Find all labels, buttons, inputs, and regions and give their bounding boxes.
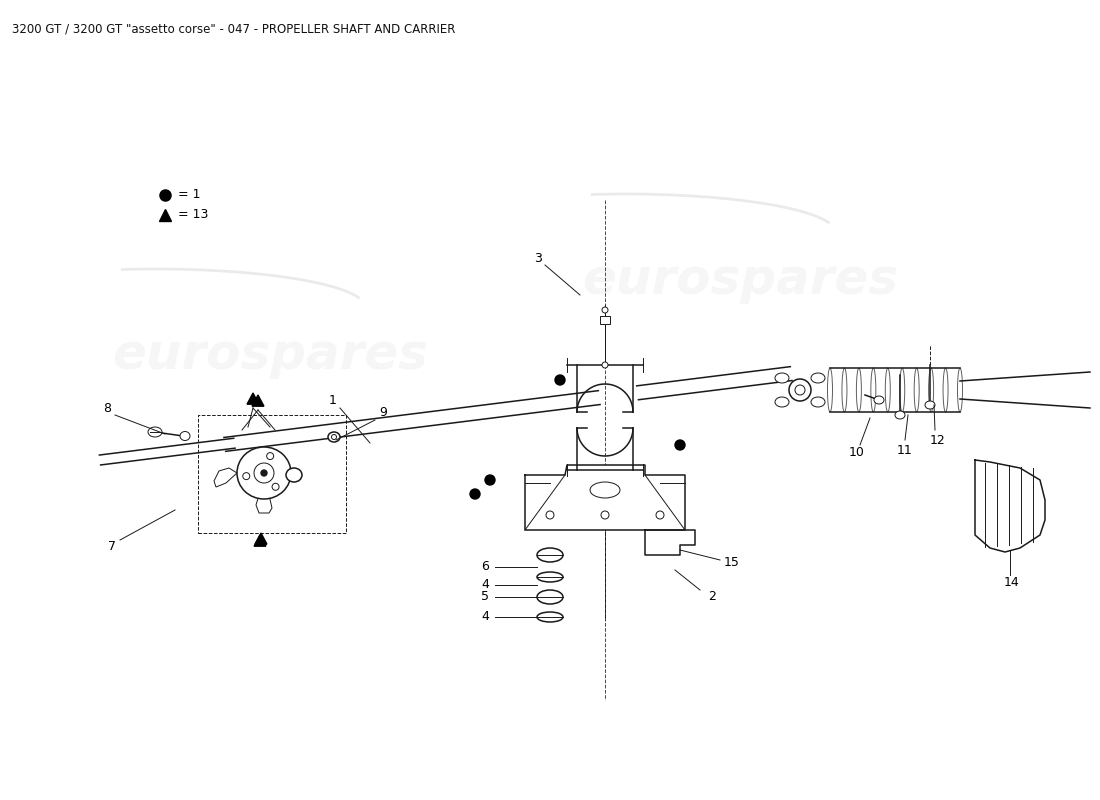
Ellipse shape [900, 368, 904, 412]
Text: 1: 1 [329, 394, 337, 406]
Ellipse shape [328, 432, 340, 442]
Ellipse shape [272, 483, 279, 490]
Ellipse shape [811, 373, 825, 383]
Text: 8: 8 [103, 402, 111, 414]
Polygon shape [255, 533, 267, 544]
Ellipse shape [857, 368, 861, 412]
Ellipse shape [943, 368, 948, 412]
Ellipse shape [331, 434, 337, 439]
Bar [600, 316, 610, 324]
Polygon shape [975, 460, 1045, 552]
Text: 9: 9 [379, 406, 387, 419]
Text: 12: 12 [931, 434, 946, 446]
Ellipse shape [602, 362, 608, 368]
Ellipse shape [556, 375, 565, 385]
Ellipse shape [827, 368, 833, 412]
Text: eurospares: eurospares [112, 331, 428, 379]
Text: 3200 GT / 3200 GT "assetto corse" - 047 - PROPELLER SHAFT AND CARRIER: 3200 GT / 3200 GT "assetto corse" - 047 … [12, 22, 455, 35]
Ellipse shape [243, 473, 250, 480]
Ellipse shape [656, 511, 664, 519]
Ellipse shape [957, 368, 962, 412]
Text: 6: 6 [481, 561, 488, 574]
Ellipse shape [886, 368, 890, 412]
Ellipse shape [925, 401, 935, 409]
Polygon shape [645, 530, 695, 555]
Text: 5: 5 [481, 590, 490, 603]
Ellipse shape [776, 373, 789, 383]
Ellipse shape [928, 368, 934, 412]
Text: 10: 10 [849, 446, 865, 459]
Ellipse shape [590, 482, 620, 498]
Polygon shape [254, 535, 266, 546]
Ellipse shape [236, 447, 292, 499]
Ellipse shape [874, 396, 884, 404]
Text: 7: 7 [108, 541, 115, 554]
Ellipse shape [254, 463, 274, 483]
Ellipse shape [789, 379, 811, 401]
Ellipse shape [546, 511, 554, 519]
Ellipse shape [602, 307, 608, 313]
Ellipse shape [485, 475, 495, 485]
Ellipse shape [776, 397, 789, 407]
Ellipse shape [261, 470, 267, 476]
Text: 2: 2 [708, 590, 716, 603]
Text: 4: 4 [481, 610, 488, 623]
Ellipse shape [895, 411, 905, 419]
Ellipse shape [470, 489, 480, 499]
Polygon shape [256, 495, 272, 513]
Ellipse shape [266, 453, 274, 459]
Ellipse shape [537, 612, 563, 622]
Polygon shape [214, 468, 236, 487]
Ellipse shape [871, 368, 876, 412]
Bar [198, 415, 346, 533]
Ellipse shape [537, 548, 563, 562]
Text: 4: 4 [481, 578, 488, 591]
Polygon shape [525, 465, 685, 530]
Polygon shape [252, 395, 264, 406]
Ellipse shape [675, 440, 685, 450]
Ellipse shape [601, 511, 609, 519]
Text: = 13: = 13 [178, 209, 208, 222]
Ellipse shape [180, 431, 190, 441]
Ellipse shape [148, 427, 162, 437]
Ellipse shape [286, 468, 302, 482]
Ellipse shape [914, 368, 920, 412]
Text: 11: 11 [898, 443, 913, 457]
Ellipse shape [811, 397, 825, 407]
Ellipse shape [537, 590, 563, 604]
Ellipse shape [842, 368, 847, 412]
Ellipse shape [795, 385, 805, 395]
Polygon shape [248, 393, 258, 404]
Text: 15: 15 [724, 557, 740, 570]
Ellipse shape [537, 572, 563, 582]
Text: eurospares: eurospares [582, 256, 898, 304]
Text: 3: 3 [535, 251, 542, 265]
Text: = 1: = 1 [178, 189, 200, 202]
Text: 14: 14 [1004, 577, 1020, 590]
